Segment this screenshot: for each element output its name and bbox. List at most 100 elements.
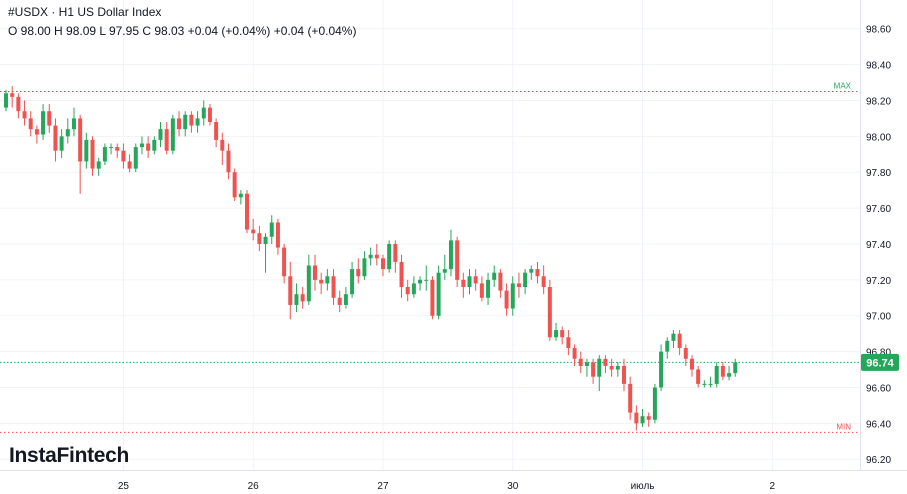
candle-up (41, 104, 46, 140)
candle-body (516, 283, 521, 288)
candle-body (671, 333, 676, 341)
candle-up (343, 287, 348, 309)
candle-body (665, 340, 670, 352)
candle-body (53, 125, 58, 151)
candle-up (554, 322, 559, 341)
candle-body (65, 129, 70, 137)
candle-up (708, 376, 713, 388)
candle-up (84, 132, 89, 169)
candle-down (628, 376, 633, 420)
min-label: MIN (836, 422, 851, 431)
candle-body (158, 129, 163, 140)
candle-body (362, 258, 367, 277)
candle-body (430, 279, 435, 316)
y-tick-label: 98.60 (866, 25, 891, 36)
candle-down (473, 269, 478, 291)
candle-body (572, 348, 577, 359)
candle-up (659, 344, 664, 392)
candle-up (442, 254, 447, 280)
y-tick-label: 98.40 (866, 61, 891, 72)
candle-body (207, 107, 212, 122)
candle-down (164, 121, 169, 155)
candle-down (189, 111, 194, 133)
candle-down (78, 114, 83, 194)
y-tick-label: 96.60 (866, 383, 891, 394)
candle-body (275, 222, 280, 248)
candle-body (115, 147, 120, 151)
candle-body (306, 265, 311, 302)
candle-up (640, 409, 645, 427)
candle-body (498, 272, 503, 291)
candle-down (251, 218, 256, 241)
candle-body (566, 337, 571, 349)
chart-grid (0, 0, 860, 470)
candle-body (263, 236, 268, 244)
candle-body (603, 358, 608, 366)
candle-body (467, 276, 472, 288)
candle-body (28, 118, 33, 130)
candle-up (158, 121, 163, 148)
candle-down (331, 269, 336, 305)
candle-down (356, 258, 361, 284)
candle-down (319, 272, 324, 295)
candle-down (47, 104, 52, 133)
candle-body (473, 276, 478, 284)
candle-body (195, 118, 200, 126)
candle-down (646, 412, 651, 427)
candle-body (350, 269, 355, 295)
candle-body (368, 254, 373, 259)
candle-body (609, 365, 614, 370)
candle-up (424, 265, 429, 291)
candle-up (65, 118, 70, 144)
candle-down (282, 243, 287, 284)
candle-body (313, 265, 317, 280)
candle-down (288, 261, 293, 320)
candle-down (609, 358, 614, 377)
candle-body (504, 290, 509, 309)
candle-down (245, 190, 250, 234)
candle-up (671, 330, 676, 349)
candle-down (683, 344, 688, 366)
candle-body (133, 147, 138, 169)
candle-body (220, 139, 225, 151)
candle-body (257, 233, 262, 244)
candle-down (689, 355, 694, 377)
candle-body (547, 287, 552, 338)
candle-body (121, 150, 126, 162)
candle-down (591, 358, 596, 384)
candle-down (220, 132, 225, 166)
y-tick-label: 97.00 (866, 312, 891, 323)
candle-down (207, 104, 212, 126)
candle-down (430, 276, 435, 320)
candle-body (90, 139, 95, 169)
y-tick-label: 98.20 (866, 96, 891, 107)
candle-up (436, 265, 441, 320)
candle-up (71, 107, 76, 137)
candle-body (380, 258, 385, 270)
candle-body (152, 139, 157, 151)
candle-body (16, 96, 21, 112)
candle-body (41, 111, 46, 135)
candle-body (529, 269, 534, 273)
candle-body (337, 297, 342, 305)
x-tick-label: 30 (507, 481, 519, 492)
candle-up (665, 337, 670, 359)
candle-body (399, 261, 404, 288)
candle-body (689, 358, 694, 370)
candle-body (523, 272, 528, 288)
candle-down (578, 351, 583, 374)
candle-body (183, 114, 188, 130)
candle-down (393, 240, 398, 273)
candle-down (504, 283, 509, 316)
candle-down (214, 118, 219, 148)
candle-body (442, 269, 447, 273)
candle-body (708, 383, 713, 385)
candle-up (448, 229, 453, 277)
candle-up (139, 136, 144, 155)
candle-down (622, 358, 626, 392)
candle-body (214, 121, 219, 140)
candle-body (109, 147, 114, 149)
candle-body (461, 279, 466, 288)
candle-up (523, 269, 528, 295)
